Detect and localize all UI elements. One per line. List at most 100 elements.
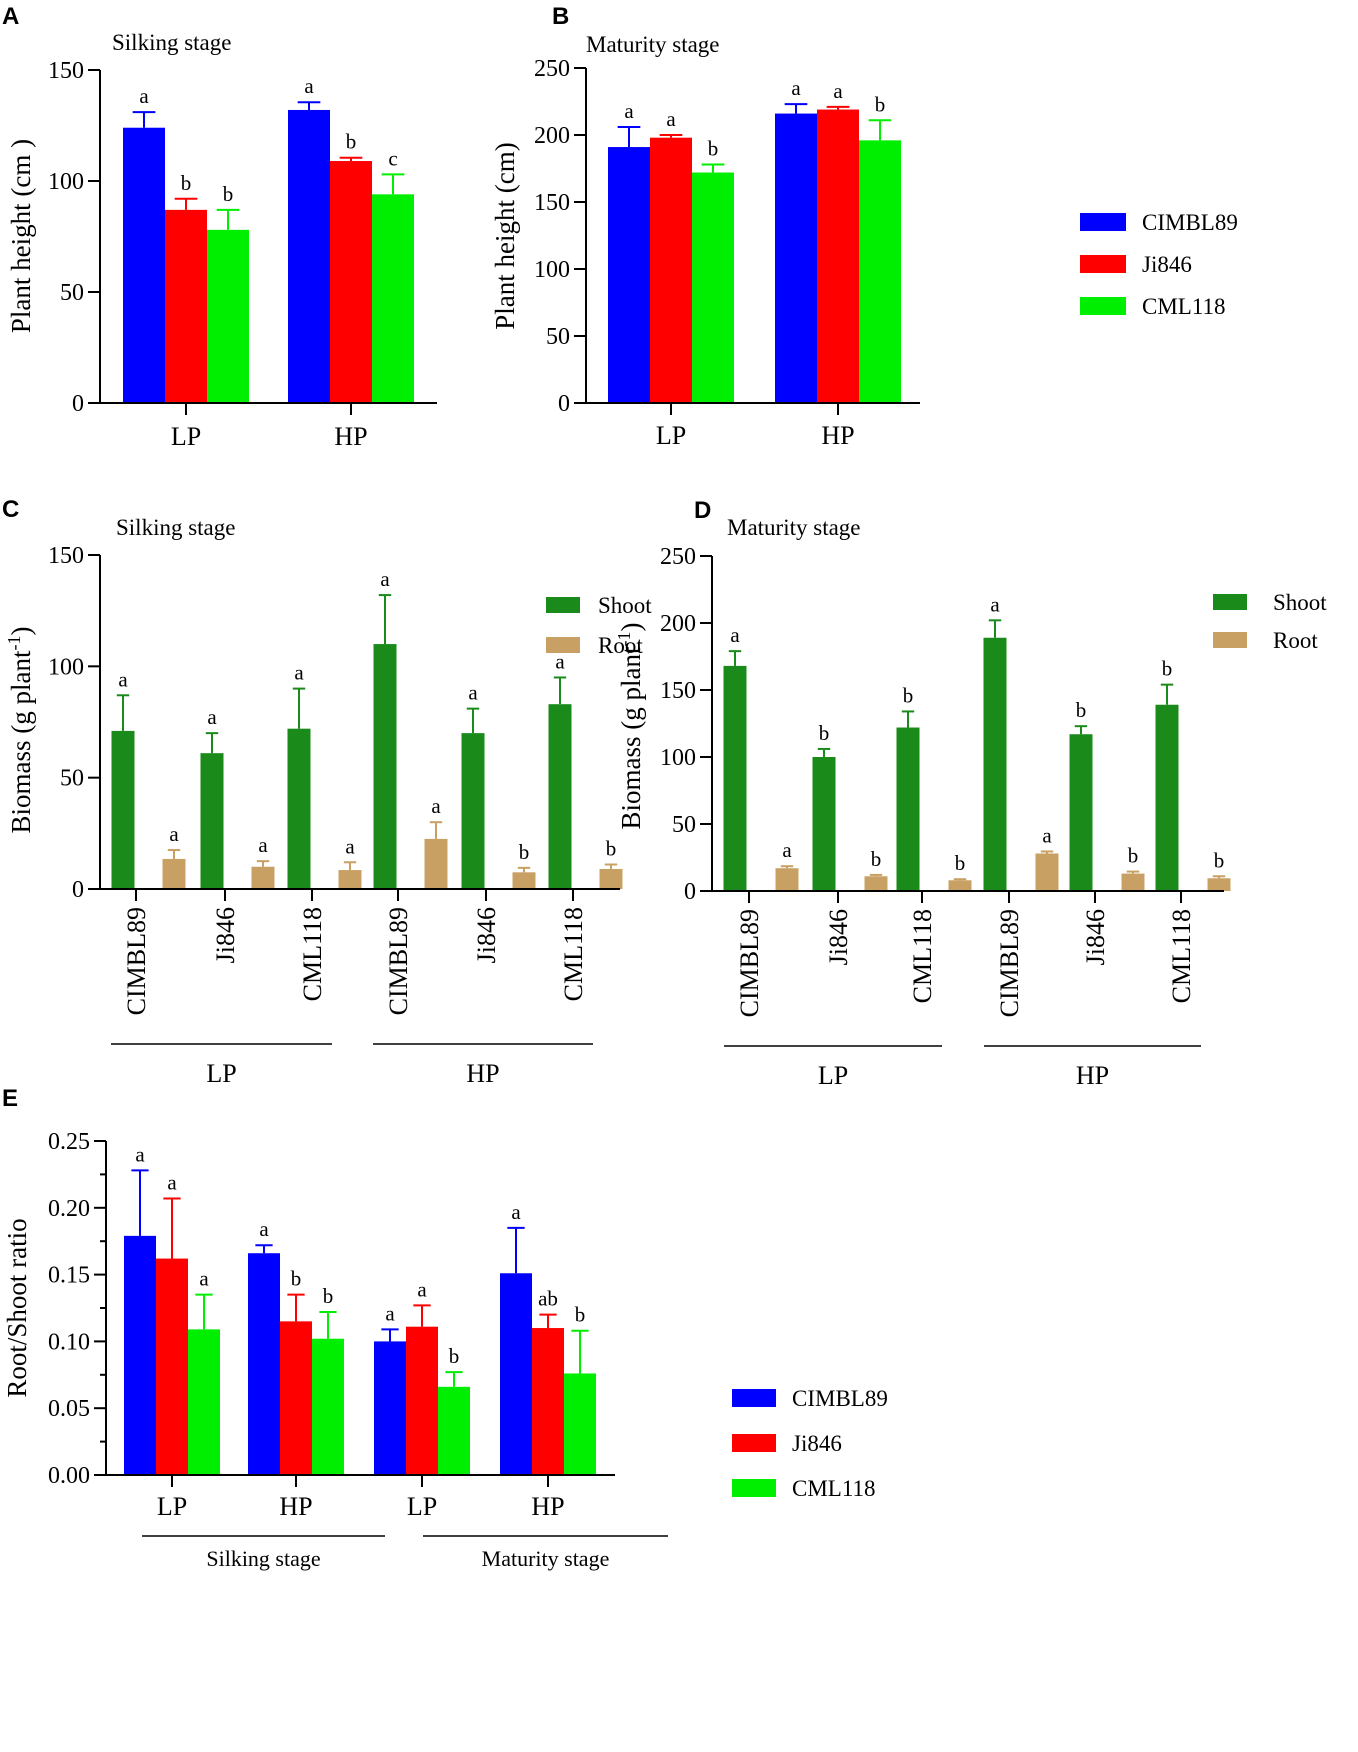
significance-letter: b — [223, 182, 234, 206]
y-axis-panel-b: 0 50 100 150 200 250 Plant height (cm) — [490, 56, 587, 417]
legend-label: Ji846 — [1142, 252, 1192, 277]
legend-label: Ji846 — [792, 1431, 842, 1456]
group-label: LP — [818, 1061, 848, 1090]
bar-shoot-4 — [1069, 734, 1093, 891]
bar-cimbl89-0 — [124, 1235, 156, 1475]
y-tick-label: 0 — [684, 879, 696, 905]
bar-root-5 — [599, 868, 623, 889]
bar-cml118-0 — [207, 229, 249, 403]
x-category-label: HP — [334, 422, 367, 451]
legend-swatch-shoot — [546, 597, 580, 613]
y-tick-label: 250 — [534, 56, 570, 82]
significance-letter: a — [199, 1267, 209, 1291]
significance-letter: b — [1128, 844, 1139, 868]
y-axis-label: Biomass (g plant-1) — [614, 623, 646, 830]
y-axis-panel-e: 0.00 0.05 0.10 0.15 0.20 0.25 Root/Shoot ratio — [2, 1129, 107, 1489]
x-category-label: Ji846 — [472, 907, 501, 963]
y-axis-label: Plant height (cm ) — [6, 139, 36, 333]
significance-letter: a — [730, 623, 740, 647]
group-label: HP — [1076, 1061, 1109, 1090]
legend-label: Shoot — [598, 593, 652, 618]
significance-letter: a — [666, 107, 676, 131]
bar-ji846-1 — [330, 161, 372, 403]
y-tick-label: 0.05 — [48, 1396, 90, 1422]
bar-ji846-3 — [532, 1328, 564, 1475]
x-category-label: CIMBL89 — [384, 907, 413, 1015]
bar-ji846-0 — [650, 137, 692, 403]
significance-letter: b — [1214, 848, 1225, 872]
y-axis-label-superscript: -1 — [614, 632, 634, 647]
x-category-label: CIMBL89 — [122, 907, 151, 1015]
legend-swatch-cml118 — [1080, 297, 1126, 315]
bar-root-2 — [338, 870, 362, 889]
significance-letter: a — [990, 592, 1000, 616]
bar-root-4 — [1121, 873, 1145, 891]
legend-label: CML118 — [1142, 294, 1226, 319]
x-category-label: LP — [171, 422, 201, 451]
significance-letter: a — [259, 1217, 269, 1241]
legend-swatch-root — [546, 637, 580, 653]
significance-letter: b — [1076, 698, 1087, 722]
significance-letter: a — [782, 838, 792, 862]
y-axis-panel-d: 0 50 100 150 200 250 Biomass (g plant-1) — [614, 544, 713, 905]
bar-shoot-0 — [111, 730, 135, 889]
significance-letter: a — [169, 822, 179, 846]
significance-letter: b — [875, 92, 886, 116]
bars-panel-a: a b b LP a b c HP — [99, 74, 437, 451]
legend-swatch-cml118 — [732, 1479, 776, 1497]
y-axis-label: Root/Shoot ratio — [2, 1218, 32, 1397]
bars-panel-b: a a b LP a a b HP — [585, 76, 920, 450]
panel-title: Silking stage — [116, 515, 235, 540]
significance-letter: b — [346, 130, 357, 154]
y-tick-label: 100 — [48, 654, 84, 680]
significance-letter: b — [323, 1284, 334, 1308]
y-axis-label-text: Root/Shoot ratio — [2, 1218, 32, 1397]
bar-cml118-1 — [312, 1338, 344, 1475]
significance-letter: b — [575, 1303, 586, 1327]
bar-root-5 — [1207, 878, 1231, 891]
legend-swatch-ji846 — [1080, 255, 1126, 273]
bar-shoot-2 — [287, 728, 311, 889]
bar-root-3 — [1035, 853, 1059, 891]
bar-cml118-0 — [188, 1329, 220, 1475]
x-category-label: HP — [821, 421, 854, 450]
significance-letter: a — [417, 1277, 427, 1301]
bars-panel-c: a a CIMBL89 a a Ji846 a a CML118 a a CIMBL89 a b Ji846… — [99, 567, 623, 1088]
legend-swatch-shoot — [1213, 594, 1247, 610]
legend-panel-c: Shoot Root — [546, 593, 652, 658]
bar-root-4 — [512, 872, 536, 889]
y-tick-label: 150 — [534, 190, 570, 216]
y-axis-label-text: Plant height (cm) — [490, 142, 520, 329]
significance-letter: b — [708, 136, 719, 160]
x-category-label: CIMBL89 — [735, 909, 764, 1017]
y-tick-label: 150 — [48, 543, 84, 569]
bar-shoot-3 — [373, 644, 397, 889]
panel-title: Maturity stage — [727, 515, 861, 540]
y-axis-panel-c: 0 50 100 150 Biomass (g plant-1) — [4, 543, 101, 903]
bar-shoot-3 — [983, 637, 1007, 891]
y-tick-label: 0.10 — [48, 1329, 90, 1355]
legend-swatch-cimbl89 — [1080, 213, 1126, 231]
legend-label: Root — [1273, 628, 1318, 653]
y-tick-label: 200 — [660, 611, 696, 637]
y-axis-label-end: ) — [6, 627, 36, 636]
y-tick-label: 100 — [660, 745, 696, 771]
bar-shoot-5 — [548, 704, 572, 889]
panel-letter-b: B — [552, 3, 569, 30]
panel-letter-e: E — [2, 1085, 18, 1112]
y-axis-label-end: ) — [616, 623, 646, 632]
significance-letter: a — [135, 1142, 145, 1166]
panel-letter-d: D — [694, 497, 711, 524]
bar-root-1 — [864, 876, 888, 891]
significance-letter: c — [388, 146, 397, 170]
y-tick-label: 100 — [534, 257, 570, 283]
y-axis-label: Plant height (cm) — [490, 142, 520, 329]
y-axis-label-text: Biomass (g plant — [6, 650, 36, 833]
legend-label: CIMBL89 — [1142, 210, 1238, 235]
y-tick-label: 200 — [534, 123, 570, 149]
y-tick-label: 50 — [60, 280, 84, 306]
y-tick-label: 0 — [558, 391, 570, 417]
significance-letter: a — [380, 567, 390, 591]
bar-root-3 — [424, 838, 448, 889]
y-tick-label: 50 — [672, 812, 696, 838]
